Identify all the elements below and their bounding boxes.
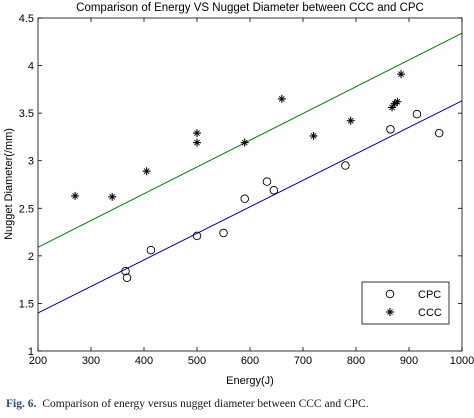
y-tick-label: 2 xyxy=(28,251,34,263)
ccc-point xyxy=(193,138,201,147)
y-tick-label: 1.5 xyxy=(19,298,34,310)
cpc-fit-line xyxy=(37,100,463,314)
ccc-point xyxy=(71,191,80,200)
x-tick-label: 700 xyxy=(294,355,312,367)
y-tick-label: 3.5 xyxy=(19,108,34,120)
x-axis-label: Energy(J) xyxy=(226,375,274,387)
cpc-point xyxy=(386,125,395,134)
cpc-point xyxy=(262,177,272,186)
ccc-point xyxy=(393,97,402,106)
cpc-point xyxy=(146,245,156,255)
cpc-point xyxy=(434,128,444,138)
legend-ccc-marker xyxy=(386,308,394,316)
ccc-point xyxy=(193,129,201,138)
ccc-point xyxy=(397,70,406,79)
ccc-point xyxy=(346,116,355,125)
ccc-point xyxy=(240,138,249,147)
y-tick-label: 1 xyxy=(28,346,34,358)
y-tick-label: 4 xyxy=(28,61,34,73)
cpc-point xyxy=(341,161,350,170)
figure-caption: Fig. 6. Comparison of energy versus nugge… xyxy=(6,398,369,410)
legend-cpc-label: CPC xyxy=(418,289,441,301)
caption-label: Fig. 6. xyxy=(6,398,37,410)
legend-ccc-star xyxy=(386,308,394,316)
y-tick-label: 3 xyxy=(28,156,34,168)
ccc-point xyxy=(108,192,117,201)
caption-text: Comparison of energy versus nugget diame… xyxy=(42,398,369,410)
cpc-point xyxy=(412,109,422,119)
cpc-point xyxy=(269,185,279,195)
legend-ccc-label: CCC xyxy=(418,307,442,319)
cpc-point xyxy=(122,273,132,282)
scatter-chart: 200 300 400 500 600 700 800 900 1000 1 1.5 2 2.5 3 3.5… xyxy=(3,2,474,387)
ccc-fit-line xyxy=(37,32,463,248)
ccc-point xyxy=(277,94,286,103)
chart-title: Comparison of Energy VS Nugget Diameter … xyxy=(76,2,424,14)
x-tick-label: 900 xyxy=(400,355,418,367)
x-tick-label: 1000 xyxy=(450,355,474,367)
x-tick-label: 500 xyxy=(188,355,206,367)
x-tick-label: 600 xyxy=(241,355,259,367)
x-tick-label: 300 xyxy=(82,355,100,367)
ccc-point xyxy=(142,167,151,176)
cpc-point xyxy=(240,194,249,204)
ccc-point xyxy=(388,103,397,112)
x-tick-label: 400 xyxy=(135,355,153,367)
x-tick-label: 200 xyxy=(29,355,47,367)
x-tick-label: 800 xyxy=(347,355,365,367)
y-tick-label: 4.5 xyxy=(19,13,34,25)
legend: CPC CCC xyxy=(361,281,450,325)
y-tick-label: 2.5 xyxy=(19,203,34,215)
cpc-point xyxy=(121,266,130,276)
cpc-point xyxy=(192,231,202,241)
legend-cpc-marker xyxy=(385,289,395,299)
cpc-point xyxy=(219,228,228,238)
ccc-point xyxy=(309,131,318,140)
y-axis-label: Nugget Diameter(/mm) xyxy=(3,128,15,240)
legend-box xyxy=(361,281,450,325)
